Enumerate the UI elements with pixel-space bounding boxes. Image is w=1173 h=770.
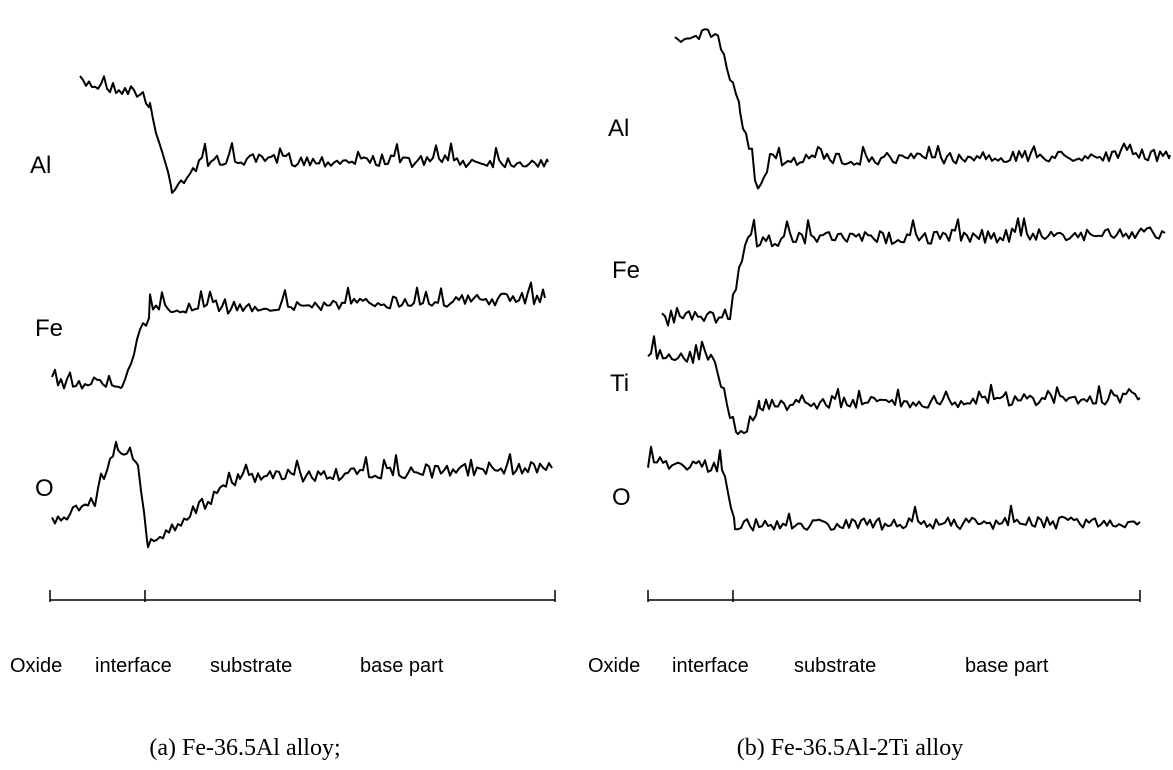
element-label: Al bbox=[30, 152, 51, 179]
element-label: Fe bbox=[35, 315, 63, 342]
scan-axis bbox=[49, 590, 556, 602]
axis-label: interface bbox=[672, 655, 749, 677]
scan-trace bbox=[674, 28, 1171, 190]
scan-trace bbox=[647, 445, 1141, 532]
axis-label: substrate bbox=[794, 655, 876, 677]
element-label: Fe bbox=[612, 257, 640, 284]
axis-label: base part bbox=[965, 655, 1049, 677]
element-label: O bbox=[35, 475, 54, 502]
element-label: Al bbox=[608, 115, 629, 142]
scan-trace bbox=[51, 440, 553, 549]
scan-trace bbox=[661, 217, 1166, 327]
axis-label: base part bbox=[360, 655, 444, 677]
caption: (b) Fe-36.5Al-2Ti alloy bbox=[737, 735, 963, 761]
axis-label: substrate bbox=[210, 655, 292, 677]
axis-label: Oxide bbox=[588, 655, 640, 677]
scan-trace bbox=[79, 75, 549, 194]
scan-trace bbox=[51, 281, 546, 390]
scan-axis bbox=[647, 590, 1141, 602]
scan-trace bbox=[647, 335, 1141, 436]
element-label: Ti bbox=[610, 370, 629, 397]
element-label: O bbox=[612, 484, 631, 511]
axis-label: Oxide bbox=[10, 655, 62, 677]
axis-label: interface bbox=[95, 655, 172, 677]
caption: (a) Fe-36.5Al alloy; bbox=[149, 735, 340, 761]
